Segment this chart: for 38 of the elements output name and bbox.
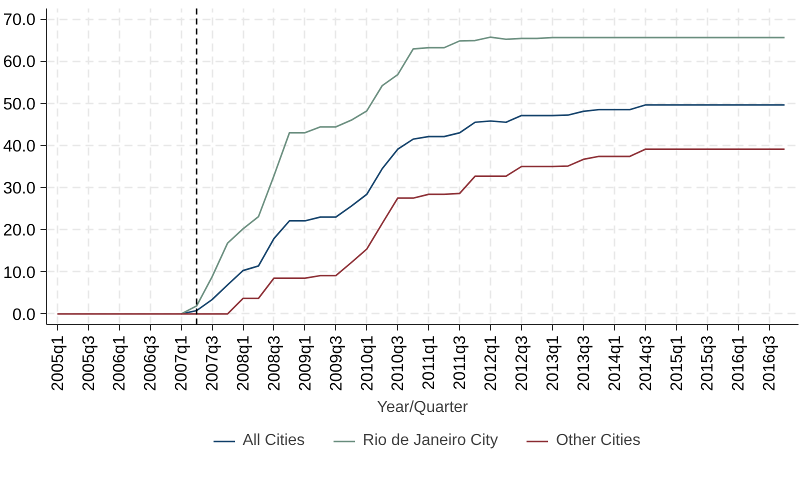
line-series (56, 148, 786, 315)
y-tick-label: 50.0 (3, 94, 36, 114)
legend-label: All Cities (242, 432, 305, 450)
x-tick-label: 2009q1 (295, 335, 314, 392)
x-tick-label: 2008q1 (234, 335, 253, 392)
x-tick-label: 2016q3 (760, 335, 779, 392)
y-tick-label: 70.0 (3, 10, 36, 30)
y-tick-label: 0.0 (12, 304, 36, 324)
x-tick-label: 2006q1 (110, 335, 129, 392)
y-tick-label: 60.0 (3, 52, 36, 72)
x-tick-label: 2010q1 (357, 335, 376, 392)
x-tick-label: 2012q1 (481, 335, 500, 392)
y-tick-label: 20.0 (3, 220, 36, 240)
x-tick-label: 2007q3 (202, 335, 222, 392)
legend-label: Other Cities (556, 432, 640, 450)
x-tick-label: 2010q3 (388, 335, 408, 392)
x-tick-label: 2011q1 (419, 335, 438, 390)
x-tick-label: 2014q1 (604, 335, 624, 392)
x-tick-label: 2012q3 (512, 335, 532, 392)
x-tick-label: 2015q3 (698, 335, 717, 392)
x-tick-label: 2013q3 (574, 335, 593, 392)
x-tick-label: 2005q1 (48, 335, 67, 392)
x-tick-label: 2006q3 (140, 335, 160, 392)
x-tick-label: 2008q3 (264, 335, 284, 392)
y-tick-label: 30.0 (3, 178, 36, 198)
y-tick-label: 40.0 (3, 136, 36, 156)
x-tick-label: 2007q1 (172, 335, 191, 392)
x-axis-title: Year/Quarter (376, 399, 469, 416)
y-tick-label: 10.0 (3, 262, 36, 282)
x-tick-label: 2014q3 (636, 335, 655, 392)
x-tick-label: 2013q1 (542, 335, 562, 392)
legend-label: Rio de Janeiro City (362, 432, 498, 450)
line-series (180, 36, 786, 315)
x-tick-label: 2011q3 (450, 335, 470, 390)
x-tick-label: 2015q1 (666, 335, 686, 392)
x-tick-label: 2016q1 (728, 335, 748, 392)
x-tick-label: 2009q3 (326, 335, 346, 392)
x-tick-label: 2005q3 (78, 335, 98, 392)
